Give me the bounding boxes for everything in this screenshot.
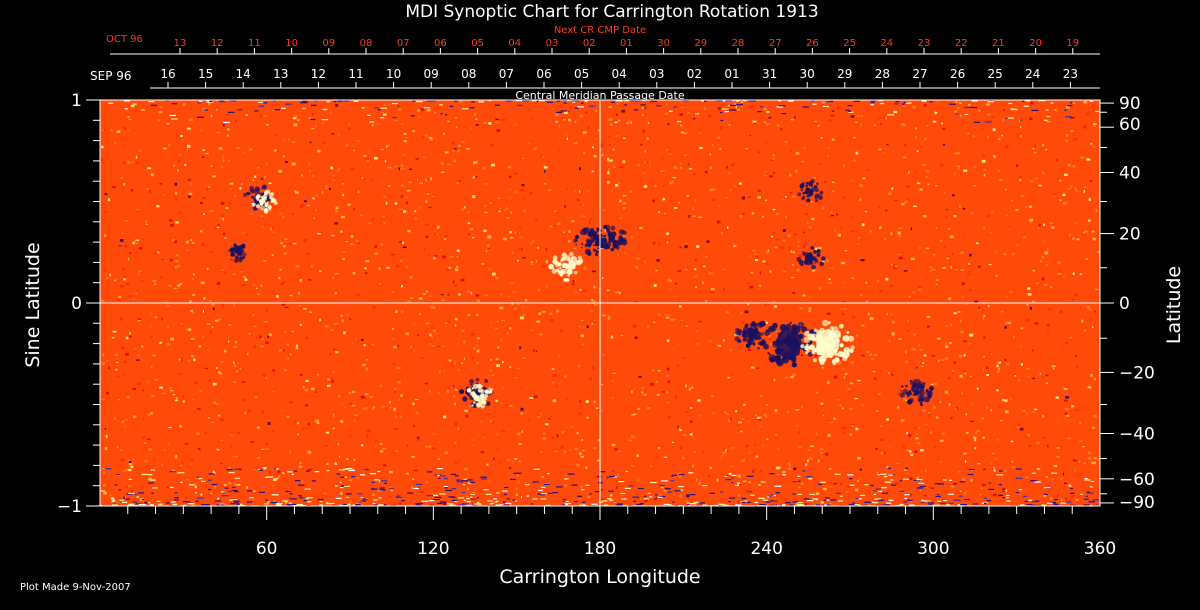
x-axis-label: Carrington Longitude — [499, 566, 700, 588]
next-cr-month-label: OCT 96 — [106, 34, 143, 45]
active-region-positive — [466, 383, 493, 409]
next-cr-date-label: 09 — [322, 38, 335, 49]
next-cr-date-label: 06 — [434, 38, 447, 49]
cmp-date-label: 16 — [160, 67, 175, 81]
cmp-date-label: 27 — [912, 67, 927, 81]
active-region-negative — [796, 246, 826, 270]
next-cr-date-label: 01 — [620, 38, 633, 49]
y-left-tick-label: 1 — [71, 91, 82, 111]
x-axis: 60 120 180 240 300 360 — [127, 506, 1116, 559]
cmp-date-label: 28 — [875, 67, 890, 81]
next-cr-date-label: 03 — [546, 38, 559, 49]
y-right-tick-label: 20 — [1119, 225, 1141, 245]
next-cr-date-label: 27 — [769, 38, 782, 49]
magnetogram-texture — [100, 100, 1100, 506]
cmp-date-label: 13 — [273, 67, 288, 81]
y-left-tick-label: −1 — [57, 497, 82, 517]
next-cr-date-label: 19 — [1066, 38, 1079, 49]
x-tick-label: 120 — [417, 539, 449, 559]
next-cr-date-label: 23 — [918, 38, 931, 49]
x-tick-label: 180 — [584, 539, 616, 559]
cmp-date-axis: 16 15 14 13 12 11 10 09 08 07 06 05 04 03 02 01 31 30 29 28… — [150, 67, 1100, 89]
cmp-date-label: 01 — [724, 67, 739, 81]
y-axis-right-label: Latitude — [1163, 266, 1185, 344]
next-cr-date-label: 10 — [285, 38, 298, 49]
cmp-date-label: 26 — [950, 67, 965, 81]
cmp-date-label: 30 — [800, 67, 815, 81]
active-region-negative — [595, 224, 628, 252]
cmp-date-label: 06 — [536, 67, 551, 81]
cmp-axis-label: Central Meridian Passage Date — [515, 89, 684, 102]
active-region-positive — [251, 189, 278, 214]
next-cr-date-label: 22 — [955, 38, 968, 49]
cmp-date-label: 23 — [1063, 67, 1078, 81]
x-tick-label: 360 — [1084, 539, 1116, 559]
cmp-date-label: 31 — [762, 67, 777, 81]
next-cr-date-label: 11 — [248, 38, 261, 49]
next-cr-date-label: 29 — [694, 38, 707, 49]
active-region-positive — [800, 319, 855, 366]
active-region-negative — [899, 378, 934, 407]
x-tick-label: 300 — [917, 539, 949, 559]
next-cr-date-label: 02 — [583, 38, 596, 49]
y-right-tick-label: 60 — [1119, 115, 1141, 135]
active-region-negative — [228, 243, 247, 263]
y-right-tick-label: −40 — [1119, 425, 1155, 445]
cmp-date-label: 09 — [424, 67, 439, 81]
next-cr-date-label: 28 — [732, 38, 745, 49]
plot-area — [100, 100, 1100, 507]
chart-title: MDI Synoptic Chart for Carrington Rotati… — [405, 2, 818, 22]
next-cr-date-label: 25 — [843, 38, 856, 49]
next-cr-date-label: 20 — [1029, 38, 1042, 49]
next-cr-date-label: 24 — [880, 38, 893, 49]
cmp-date-label: 02 — [687, 67, 702, 81]
active-regions — [228, 179, 934, 409]
next-cr-date-label: 21 — [992, 38, 1005, 49]
next-cr-date-label: 08 — [360, 38, 373, 49]
plot-made-footer: Plot Made 9-Nov-2007 — [20, 582, 131, 593]
cmp-date-label: 12 — [311, 67, 326, 81]
next-cr-date-axis: 13 12 11 10 09 08 07 06 05 04 03 02 01 30 29 28 27 26 25 24… — [110, 38, 1100, 55]
cmp-date-label: 08 — [461, 67, 476, 81]
y-right-tick-label: 90 — [1119, 94, 1141, 114]
cmp-date-label: 07 — [499, 67, 514, 81]
cmp-date-label: 15 — [198, 67, 213, 81]
y-left-tick-label: 0 — [71, 294, 82, 314]
polar-noise — [100, 100, 1100, 507]
cmp-date-label: 04 — [612, 67, 627, 81]
cmp-date-label: 14 — [236, 67, 251, 81]
x-tick-label: 240 — [750, 539, 782, 559]
cmp-date-label: 10 — [386, 67, 401, 81]
y-right-tick-label: −90 — [1119, 493, 1155, 513]
y-axis-left-label: Sine Latitude — [22, 242, 44, 367]
active-region-negative — [734, 320, 771, 350]
next-cr-date-label: 05 — [471, 38, 484, 49]
y-right-tick-label: −20 — [1119, 363, 1155, 383]
y-axis-left: 1 0 −1 — [57, 91, 100, 517]
cmp-date-label: 03 — [649, 67, 664, 81]
next-cr-date-label: 30 — [657, 38, 670, 49]
y-right-tick-label: 0 — [1119, 294, 1130, 314]
next-cr-date-label: 07 — [397, 38, 410, 49]
next-cr-axis-label: Next CR CMP Date — [554, 25, 646, 36]
y-right-tick-label: −60 — [1119, 470, 1155, 490]
next-cr-date-label: 13 — [174, 38, 187, 49]
cmp-date-label: 11 — [348, 67, 363, 81]
next-cr-date-label: 12 — [211, 38, 224, 49]
cmp-date-label: 29 — [837, 67, 852, 81]
next-cr-date-label: 04 — [508, 38, 521, 49]
next-cr-date-label: 26 — [806, 38, 819, 49]
y-right-tick-label: 40 — [1119, 164, 1141, 184]
cmp-date-label: 24 — [1025, 67, 1040, 81]
active-region-positive — [548, 251, 584, 282]
cmp-month-label: SEP 96 — [90, 69, 132, 83]
cmp-date-label: 25 — [988, 67, 1003, 81]
active-region-negative — [797, 179, 824, 203]
x-tick-label: 60 — [256, 539, 278, 559]
cmp-date-label: 05 — [574, 67, 589, 81]
